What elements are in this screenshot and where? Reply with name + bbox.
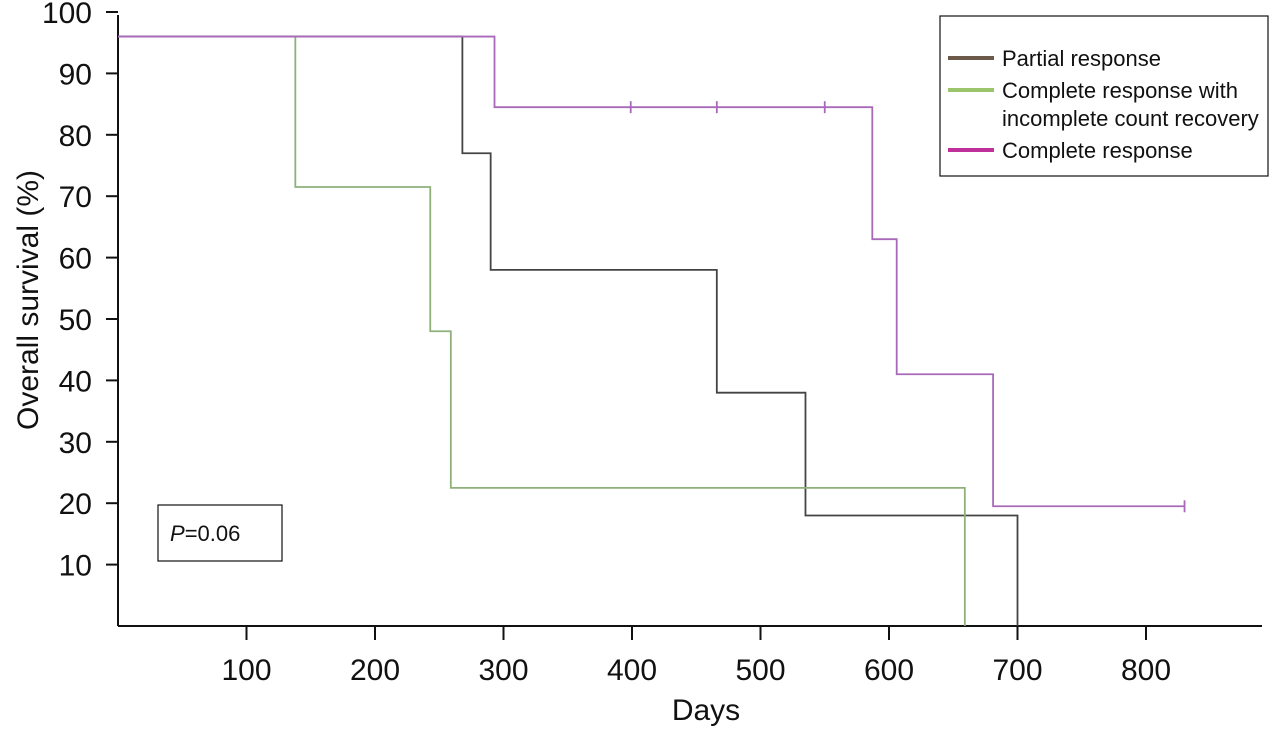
- p-value-label: P=0.06: [170, 521, 240, 546]
- x-tick-label: 200: [350, 654, 400, 687]
- y-tick-label: 30: [59, 427, 92, 460]
- y-tick-label: 50: [59, 304, 92, 337]
- y-ticks: 10 20 30 40 50 60 70 80 90 100: [42, 0, 118, 583]
- y-tick-label: 80: [59, 120, 92, 153]
- y-tick-label: 20: [59, 488, 92, 521]
- x-tick-label: 700: [992, 654, 1042, 687]
- y-axis-title: Overall survival (%): [12, 170, 45, 430]
- x-ticks: 100 200 300 400 500 600 700 800: [221, 626, 1171, 687]
- y-tick-label: 60: [59, 243, 92, 276]
- legend-box: [939, 15, 1269, 177]
- p-value-frame: [157, 504, 283, 562]
- series-line-partial-response: [118, 35, 1019, 626]
- series-line-complete-response-with-incomplete-count-recovery: [294, 36, 966, 626]
- y-tick-label: 90: [59, 58, 92, 91]
- p-value-box: P=0.06: [157, 504, 283, 562]
- x-tick-label: 500: [735, 654, 785, 687]
- y-tick-label: 40: [59, 365, 92, 398]
- p-value-number: =0.06: [185, 521, 241, 546]
- legend-label-complete-response-with-incomplete-count-recovery: Complete response with: [1002, 78, 1238, 103]
- y-tick-label: 100: [42, 0, 92, 30]
- legend-label-complete-response-with-incomplete-count-recovery: incomplete count recovery: [1002, 106, 1259, 131]
- x-tick-label: 600: [864, 654, 914, 687]
- series-line-complete-response: [118, 35, 1185, 508]
- p-value-symbol: P: [170, 521, 185, 546]
- x-axis-title: Days: [672, 694, 740, 727]
- x-tick-label: 800: [1121, 654, 1171, 687]
- series-group: [118, 35, 1186, 626]
- y-tick-label: 70: [59, 181, 92, 214]
- axes: [117, 15, 1262, 627]
- x-tick-label: 100: [221, 654, 271, 687]
- x-tick-label: 300: [478, 654, 528, 687]
- x-tick-label: 400: [607, 654, 657, 687]
- legend-label-partial-response: Partial response: [1002, 46, 1161, 71]
- y-tick-label: 10: [59, 550, 92, 583]
- legend: Partial response Complete response with in…: [939, 15, 1269, 177]
- legend-label-complete-response: Complete response: [1002, 138, 1193, 163]
